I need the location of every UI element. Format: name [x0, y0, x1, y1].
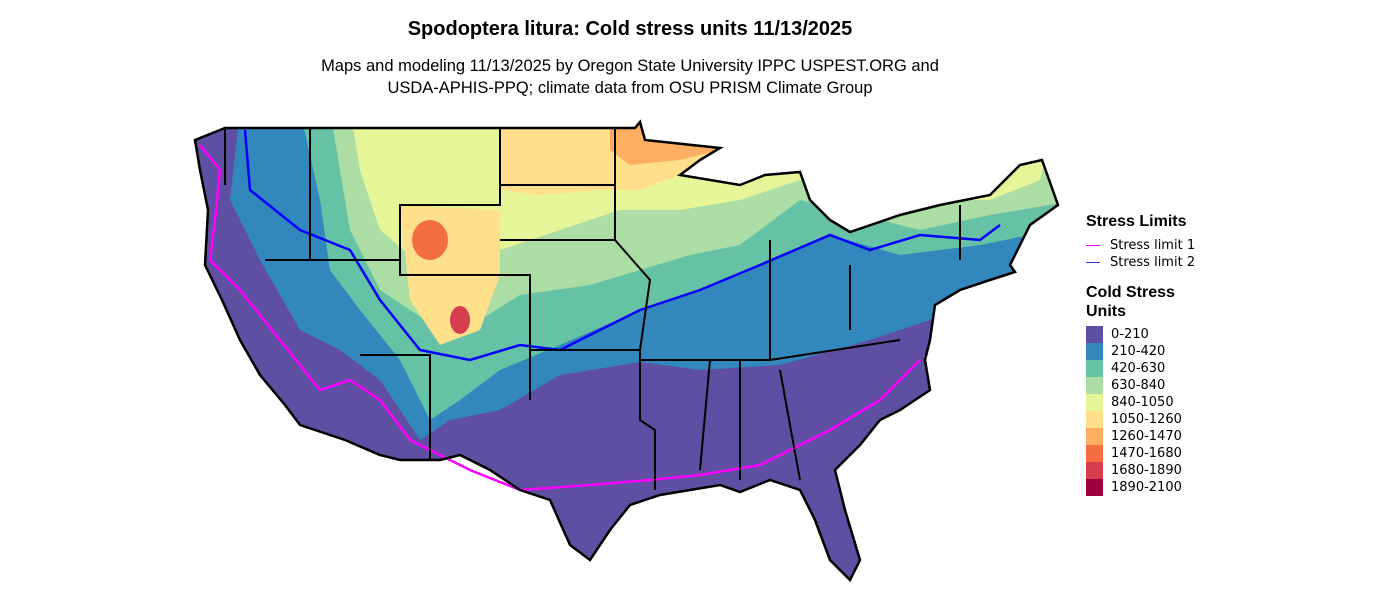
legend-class-label: 1890-2100 [1111, 480, 1182, 495]
legend-class-label: 840-1050 [1111, 395, 1174, 410]
legend-class-item: 1890-2100 [1086, 479, 1195, 496]
legend-class-label: 1260-1470 [1111, 429, 1182, 444]
state-borders [224, 128, 961, 490]
color-swatch [1086, 377, 1103, 394]
subtitle-line-2: USDA-APHIS-PPQ; climate data from OSU PR… [387, 79, 873, 97]
zone-1470-1680 [412, 220, 448, 260]
legend-class-item: 840-1050 [1086, 394, 1195, 411]
legend: Stress Limits Stress limit 1 Stress limi… [1086, 212, 1195, 496]
zone-1680-1890 [450, 306, 470, 334]
legend-class-label: 0-210 [1111, 327, 1149, 342]
legend-class-label: 210-420 [1111, 344, 1166, 359]
color-swatch [1086, 445, 1103, 462]
legend-stress-limit-2: Stress limit 2 [1086, 254, 1195, 271]
color-swatch [1086, 326, 1103, 343]
legend-class-label: 1680-1890 [1111, 463, 1182, 478]
map-title: Spodoptera litura: Cold stress units 11/… [407, 18, 853, 40]
legend-class-label: 1470-1680 [1111, 446, 1182, 461]
legend-class-item: 630-840 [1086, 377, 1195, 394]
legend-class-item: 1050-1260 [1086, 411, 1195, 428]
legend-class-item: 1680-1890 [1086, 462, 1195, 479]
legend-class-item: 1470-1680 [1086, 445, 1195, 462]
legend-class-item: 0-210 [1086, 326, 1195, 343]
color-swatch [1086, 343, 1103, 360]
legend-class-label: 420-630 [1111, 361, 1166, 376]
legend-class-item: 1260-1470 [1086, 428, 1195, 445]
stress-limits-title: Stress Limits [1086, 213, 1187, 230]
color-swatch [1086, 360, 1103, 377]
map-subtitle: Maps and modeling 11/13/2025 by Oregon S… [0, 55, 1260, 99]
color-swatch [1086, 411, 1103, 428]
subtitle-line-1: Maps and modeling 11/13/2025 by Oregon S… [321, 57, 939, 75]
legend-class-label: 630-840 [1111, 378, 1166, 393]
color-swatch [1086, 479, 1103, 496]
line-swatch-icon [1086, 245, 1100, 246]
color-swatch [1086, 462, 1103, 479]
legend-classes: 0-210 210-420 420-630 630-840 840-1050 1050-1… [1086, 326, 1195, 496]
line-swatch-icon [1086, 262, 1100, 263]
legend-class-label: 1050-1260 [1111, 412, 1182, 427]
legend-stress-limit-1: Stress limit 1 [1086, 237, 1195, 254]
stress-limit-1-line [199, 144, 921, 492]
legend-class-item: 210-420 [1086, 343, 1195, 360]
legend-class-item: 420-630 [1086, 360, 1195, 377]
color-swatch [1086, 394, 1103, 411]
color-swatch [1086, 428, 1103, 445]
cold-stress-units-title: Cold Stress Units [1086, 284, 1175, 320]
